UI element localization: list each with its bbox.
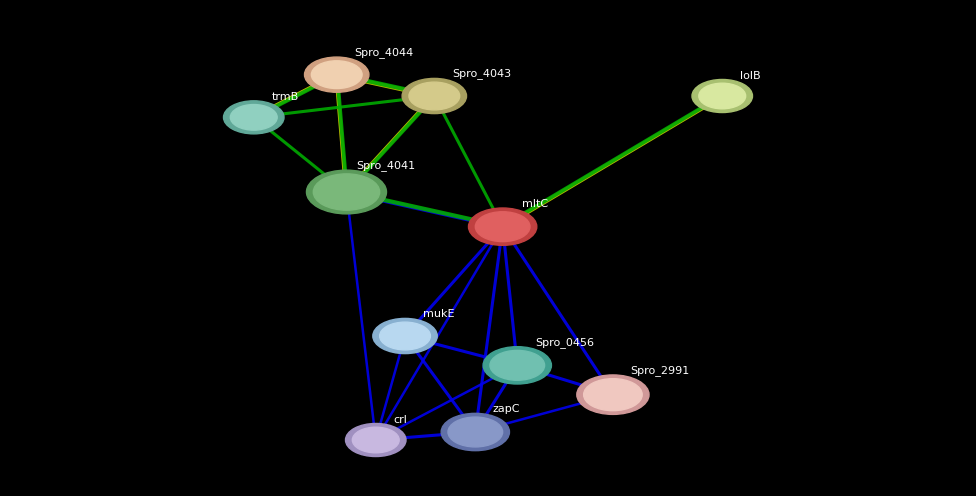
Circle shape xyxy=(409,82,460,110)
Text: Spro_2991: Spro_2991 xyxy=(630,365,690,376)
Circle shape xyxy=(306,170,386,214)
Text: zapC: zapC xyxy=(493,404,520,414)
Circle shape xyxy=(483,347,551,384)
Circle shape xyxy=(692,79,752,113)
Circle shape xyxy=(380,322,430,350)
Text: Spro_0456: Spro_0456 xyxy=(535,337,593,348)
Circle shape xyxy=(230,105,277,130)
Text: Spro_4043: Spro_4043 xyxy=(452,68,511,79)
Circle shape xyxy=(441,413,509,451)
Circle shape xyxy=(346,424,406,456)
Circle shape xyxy=(373,318,437,354)
Circle shape xyxy=(584,378,642,411)
Text: trmB: trmB xyxy=(271,92,299,102)
Circle shape xyxy=(475,212,530,242)
Circle shape xyxy=(490,350,545,380)
Circle shape xyxy=(402,78,467,114)
Circle shape xyxy=(305,57,369,92)
Text: lolB: lolB xyxy=(740,70,760,80)
Text: mltC: mltC xyxy=(522,199,549,209)
Circle shape xyxy=(311,61,362,88)
Circle shape xyxy=(577,375,649,414)
Circle shape xyxy=(352,427,399,453)
Circle shape xyxy=(313,174,380,210)
Text: mukE: mukE xyxy=(423,310,454,319)
Text: crl: crl xyxy=(393,415,407,425)
Circle shape xyxy=(699,83,746,109)
Text: Spro_4041: Spro_4041 xyxy=(356,160,416,171)
Circle shape xyxy=(224,101,284,134)
Circle shape xyxy=(468,208,537,246)
Text: Spro_4044: Spro_4044 xyxy=(354,47,414,58)
Circle shape xyxy=(448,417,503,447)
